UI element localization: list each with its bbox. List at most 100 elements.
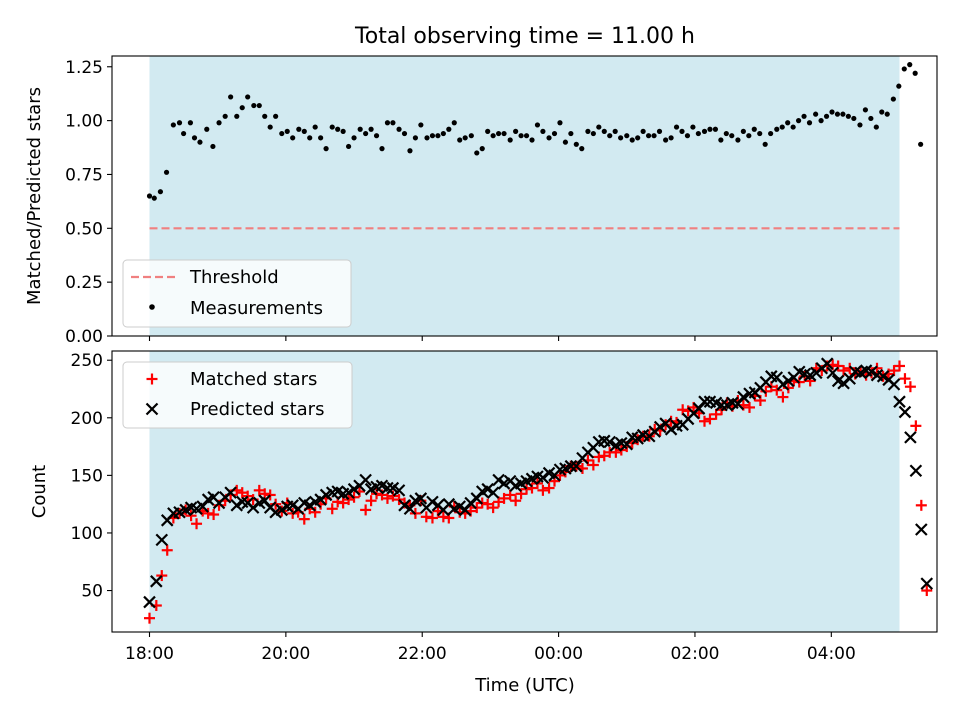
measurement-point	[401, 130, 408, 137]
top-legend-box	[122, 259, 352, 328]
predicted-star-point	[414, 492, 428, 505]
measurement-point	[312, 124, 318, 130]
x-tick-label: 18:00	[125, 644, 174, 664]
measurement-point	[851, 115, 857, 122]
predicted-star-point	[453, 500, 467, 513]
measurement-point	[768, 130, 774, 137]
top-y-tick-label: 0.75	[65, 165, 103, 185]
predicted-star-point	[876, 370, 890, 383]
measurement-point	[479, 146, 485, 152]
measurement-point	[170, 122, 176, 128]
bottom-panel: 50 100 150 200 250 18:00 20:00 22:00 00:00 02:00…	[29, 350, 938, 696]
matched-star-point	[844, 362, 856, 374]
predicted-star-point	[230, 499, 244, 512]
predicted-star-point	[143, 595, 156, 609]
x-tick-label: 22:00	[398, 644, 447, 664]
measurement-point	[490, 133, 496, 139]
measurement-point	[757, 130, 763, 137]
measurement-point	[451, 120, 457, 126]
measurement-point	[590, 130, 596, 137]
matched-star-point	[677, 404, 689, 416]
measurement-point	[197, 139, 203, 145]
measurement-point	[790, 124, 796, 130]
measurement-point	[228, 94, 234, 100]
measurement-point	[474, 150, 480, 156]
matched-star-point	[587, 459, 599, 471]
predicted-star-point	[342, 486, 355, 499]
measurement-point	[668, 135, 674, 141]
measurement-point	[187, 120, 194, 126]
measurement-point	[180, 130, 187, 137]
measurement-point	[707, 126, 713, 132]
measurement-point	[712, 126, 719, 132]
predicted-star-point	[359, 473, 372, 487]
matched-star-point	[202, 507, 214, 519]
matched-star-point	[264, 489, 276, 501]
measurement-point	[679, 128, 685, 134]
measurement-point	[656, 128, 663, 134]
measurement-point	[806, 120, 813, 126]
measurement-point	[529, 137, 535, 143]
x-tick-label: 20:00	[261, 644, 310, 664]
predicted-star-point	[865, 365, 878, 379]
x-tick-label: 04:00	[807, 644, 856, 664]
predicted-star-point	[426, 495, 439, 509]
measurement-point	[318, 135, 324, 141]
measurement-point	[829, 109, 835, 115]
predicted-star-point	[826, 366, 839, 380]
legend-predicted-label: Predicted stars	[190, 399, 324, 420]
measurement-point	[568, 130, 574, 137]
measurement-point	[163, 169, 170, 175]
predicted-star-point	[275, 503, 289, 517]
measurement-point	[157, 189, 164, 195]
measurement-point	[695, 130, 701, 137]
measurement-point	[579, 146, 585, 152]
predicted-star-point	[920, 577, 934, 590]
measurement-point	[740, 128, 746, 134]
measurement-point	[507, 137, 513, 143]
measurement-point	[718, 137, 724, 143]
measurement-point	[562, 139, 569, 145]
measurement-point	[279, 130, 285, 137]
measurement-point	[823, 113, 830, 119]
measurement-point	[762, 141, 768, 147]
matched-star-point	[161, 544, 173, 556]
predicted-star-point	[893, 395, 906, 408]
measurement-point	[779, 124, 785, 130]
matched-star-point	[699, 415, 710, 427]
measurement-point	[501, 130, 507, 137]
measurement-point	[379, 146, 385, 152]
predicted-star-point	[481, 482, 494, 496]
matched-star-point	[381, 492, 393, 504]
bottom-plot-frame	[111, 350, 938, 633]
matched-star-point	[437, 511, 449, 523]
measurement-point	[624, 133, 630, 139]
measurement-point	[890, 96, 896, 102]
measurement-point	[457, 137, 463, 143]
measurement-point	[222, 113, 228, 119]
measurement-point	[684, 133, 691, 139]
predicted-star-point	[898, 405, 912, 419]
bottom-y-tick-label: 250	[71, 351, 103, 371]
top-plot-frame	[111, 55, 938, 337]
matched-star-point	[208, 509, 220, 521]
bottom-y-axis-label: Count	[29, 465, 50, 518]
legend-threshold-label: Threshold	[189, 267, 279, 288]
bottom-y-tick-label: 200	[71, 409, 103, 429]
bottom-legend: Matched stars Predicted stars	[122, 361, 353, 429]
matched-star-point	[510, 495, 522, 507]
measurement-point	[701, 128, 708, 134]
matched-star-point	[904, 381, 916, 393]
measurement-point	[204, 126, 210, 132]
measurement-point	[351, 135, 357, 141]
measurement-point	[629, 137, 635, 143]
measurement-point	[251, 102, 257, 109]
measurement-point	[340, 128, 346, 134]
measurement-point	[884, 111, 890, 117]
measurement-point	[774, 126, 780, 132]
matched-star-point	[521, 483, 533, 495]
measurement-point	[323, 146, 329, 152]
bottom-y-tick-label: 50	[81, 582, 103, 602]
matched-star-point	[921, 585, 933, 597]
matched-star-point	[420, 511, 432, 523]
